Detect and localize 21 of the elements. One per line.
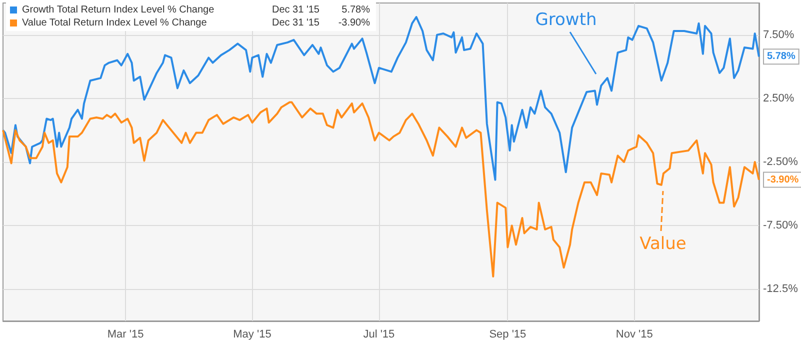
x-tick-label: Sep '15 xyxy=(489,328,526,340)
y-tick-label: -2.50% xyxy=(763,156,798,168)
text: 5.78% xyxy=(342,4,370,16)
annotation: Growth xyxy=(535,10,597,30)
legend-label: Value Total Return Index Level % Change xyxy=(22,18,208,28)
annotation: -3.90% xyxy=(767,174,799,186)
y-tick-label: 7.50% xyxy=(763,28,794,41)
x-tick-label: Mar '15 xyxy=(107,328,144,340)
annotation: Value xyxy=(640,234,686,254)
x-tick-label: May '15 xyxy=(233,328,272,340)
text: Dec 31 '15 xyxy=(272,18,320,28)
x-tick-label: Nov '15 xyxy=(616,328,653,340)
legend-label: Growth Total Return Index Level % Change xyxy=(22,4,215,16)
x-tick-label: Jul '15 xyxy=(363,328,395,340)
y-tick-label: -12.5% xyxy=(763,283,798,296)
y-tick-label: -7.50% xyxy=(763,220,798,232)
text: -3.90% xyxy=(338,18,370,28)
y-tick-label: 2.50% xyxy=(763,92,794,104)
annotation: 5.78% xyxy=(767,51,796,62)
annotation: Dec 31 '15 xyxy=(272,4,320,16)
line-series xyxy=(2,101,760,278)
